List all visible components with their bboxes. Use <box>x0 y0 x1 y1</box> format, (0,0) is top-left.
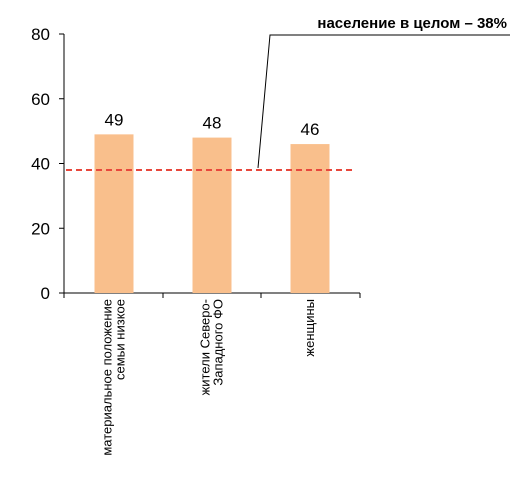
bar-group <box>94 134 330 293</box>
bar-0 <box>94 134 134 293</box>
y-tick-label-60: 60 <box>31 90 50 109</box>
y-tick-label-40: 40 <box>31 155 50 174</box>
y-tick-label-20: 20 <box>31 219 50 238</box>
bar-2 <box>290 144 330 293</box>
reference-line-group: население в целом – 38% <box>66 15 510 171</box>
y-tick-label-80: 80 <box>31 25 50 44</box>
chart-axes: 0 20 40 60 80 <box>31 25 361 303</box>
category-label-0-line-0: материальное положение <box>100 299 115 456</box>
bar-1 <box>192 137 232 293</box>
y-tick-label-0: 0 <box>41 284 50 303</box>
reference-leader-line <box>257 34 510 169</box>
value-label-0: 49 <box>105 110 124 129</box>
category-label-1: жители Северо-Западного ФО <box>198 299 226 395</box>
value-label-1: 48 <box>203 114 222 133</box>
category-label-2-line-0: женщины <box>302 299 317 357</box>
category-label-1-line-0: жители Северо- <box>198 299 213 395</box>
value-label-2: 46 <box>301 120 320 139</box>
category-label-2: женщины <box>302 299 317 357</box>
category-label-1-line-1: Западного ФО <box>211 299 226 386</box>
reference-line-label: население в целом – 38% <box>317 15 507 32</box>
category-label-0-line-1: семьи низкое <box>113 299 128 380</box>
